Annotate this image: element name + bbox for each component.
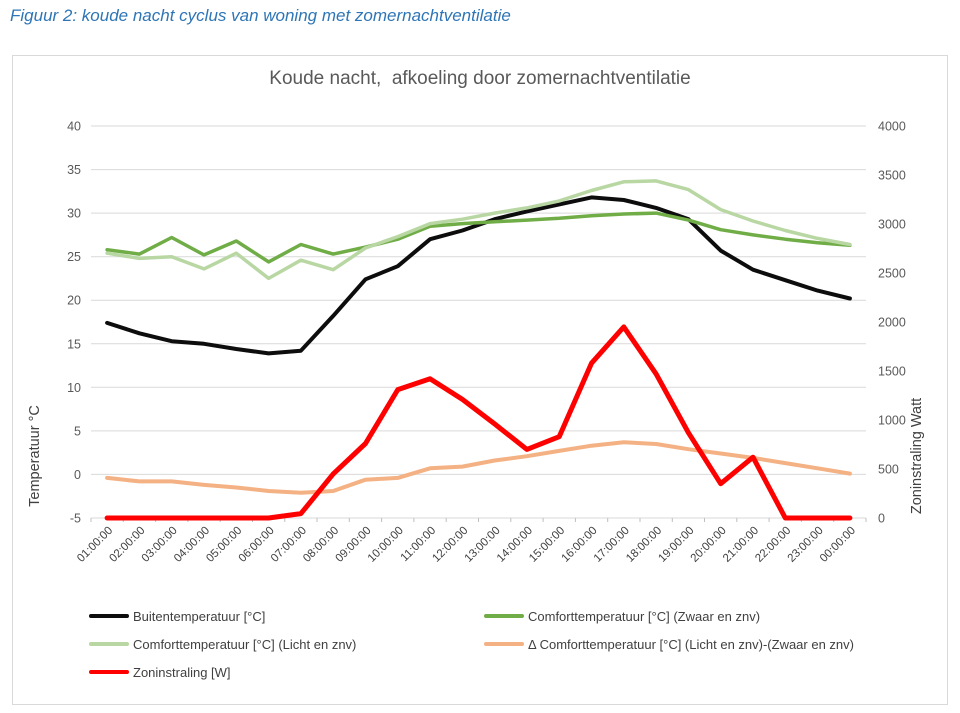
right-axis-tick-label: 2000	[878, 316, 906, 330]
legend-label: Zoninstraling [W]	[133, 664, 231, 680]
legend-item: Comforttemperatuur [°C] (Zwaar en znv)	[484, 608, 760, 624]
left-axis-tick-label: 40	[67, 120, 81, 134]
left-axis-tick-label: 35	[67, 163, 81, 177]
right-axis-tick-label: 4000	[878, 120, 906, 134]
series-line-0	[105, 195, 852, 356]
chart-canvas: 40 35 30 25 20 15 10 5 0 -5 4000 3500 3000 2500 2000 15…	[27, 120, 925, 565]
right-axis-tick-label: 2500	[878, 267, 906, 281]
legend-label: Buitentemperatuur [°C]	[133, 608, 266, 624]
right-axis-tick-label: 3000	[878, 218, 906, 232]
right-axis-tick-label: 3500	[878, 169, 906, 183]
legend-item: Δ Comforttemperatuur [°C] (Licht en znv)…	[484, 636, 854, 652]
right-axis-title: Zoninstraling Watt	[909, 398, 925, 514]
legend-label: Δ Comforttemperatuur [°C] (Licht en znv)…	[528, 636, 854, 652]
left-axis-tick-label: 15	[67, 337, 81, 351]
series-line-2	[105, 179, 852, 281]
right-axis-tick-label: 1500	[878, 365, 906, 379]
legend-line-swatch	[89, 614, 129, 618]
legend-line-swatch	[89, 642, 129, 646]
legend-item: Buitentemperatuur [°C]	[89, 608, 265, 624]
legend-label: Comforttemperatuur [°C] (Zwaar en znv)	[528, 608, 761, 624]
left-axis-tick-label: -5	[70, 512, 81, 526]
legend-line-swatch	[89, 670, 129, 674]
right-axis-tick-label: 1000	[878, 414, 906, 428]
legend-item: Comforttemperatuur [°C] (Licht en znv)	[89, 636, 356, 652]
series-line-1	[105, 211, 852, 264]
left-axis-tick-label: 0	[74, 468, 81, 482]
series-line-3	[105, 440, 852, 495]
left-axis-title: Temperatuur °C	[27, 405, 43, 507]
legend-item: Zoninstraling [W]	[89, 664, 231, 680]
legend-label: Comforttemperatuur [°C] (Licht en znv)	[133, 636, 357, 652]
chart-title: Koude nacht, afkoeling door zomernachtve…	[269, 68, 691, 89]
series-line-4	[104, 324, 853, 521]
chart-container: 40 35 30 25 20 15 10 5 0 -5 4000 3500 3000 2500 2000 15…	[12, 55, 948, 705]
legend: Buitentemperatuur [°C] Comforttemperatuur…	[13, 56, 947, 704]
left-axis-tick-label: 20	[67, 294, 81, 308]
legend-line-swatch	[484, 614, 524, 618]
left-axis-tick-label: 5	[74, 424, 81, 438]
right-axis-tick-label: 0	[878, 512, 885, 526]
left-axis-tick-label: 25	[67, 250, 81, 264]
right-axis-tick-label: 500	[878, 463, 899, 477]
left-axis-tick-label: 10	[67, 381, 81, 395]
figure-caption: Figuur 2: koude nacht cyclus van woning …	[10, 6, 511, 25]
left-axis-tick-label: 30	[67, 207, 81, 221]
legend-line-swatch	[484, 642, 524, 646]
